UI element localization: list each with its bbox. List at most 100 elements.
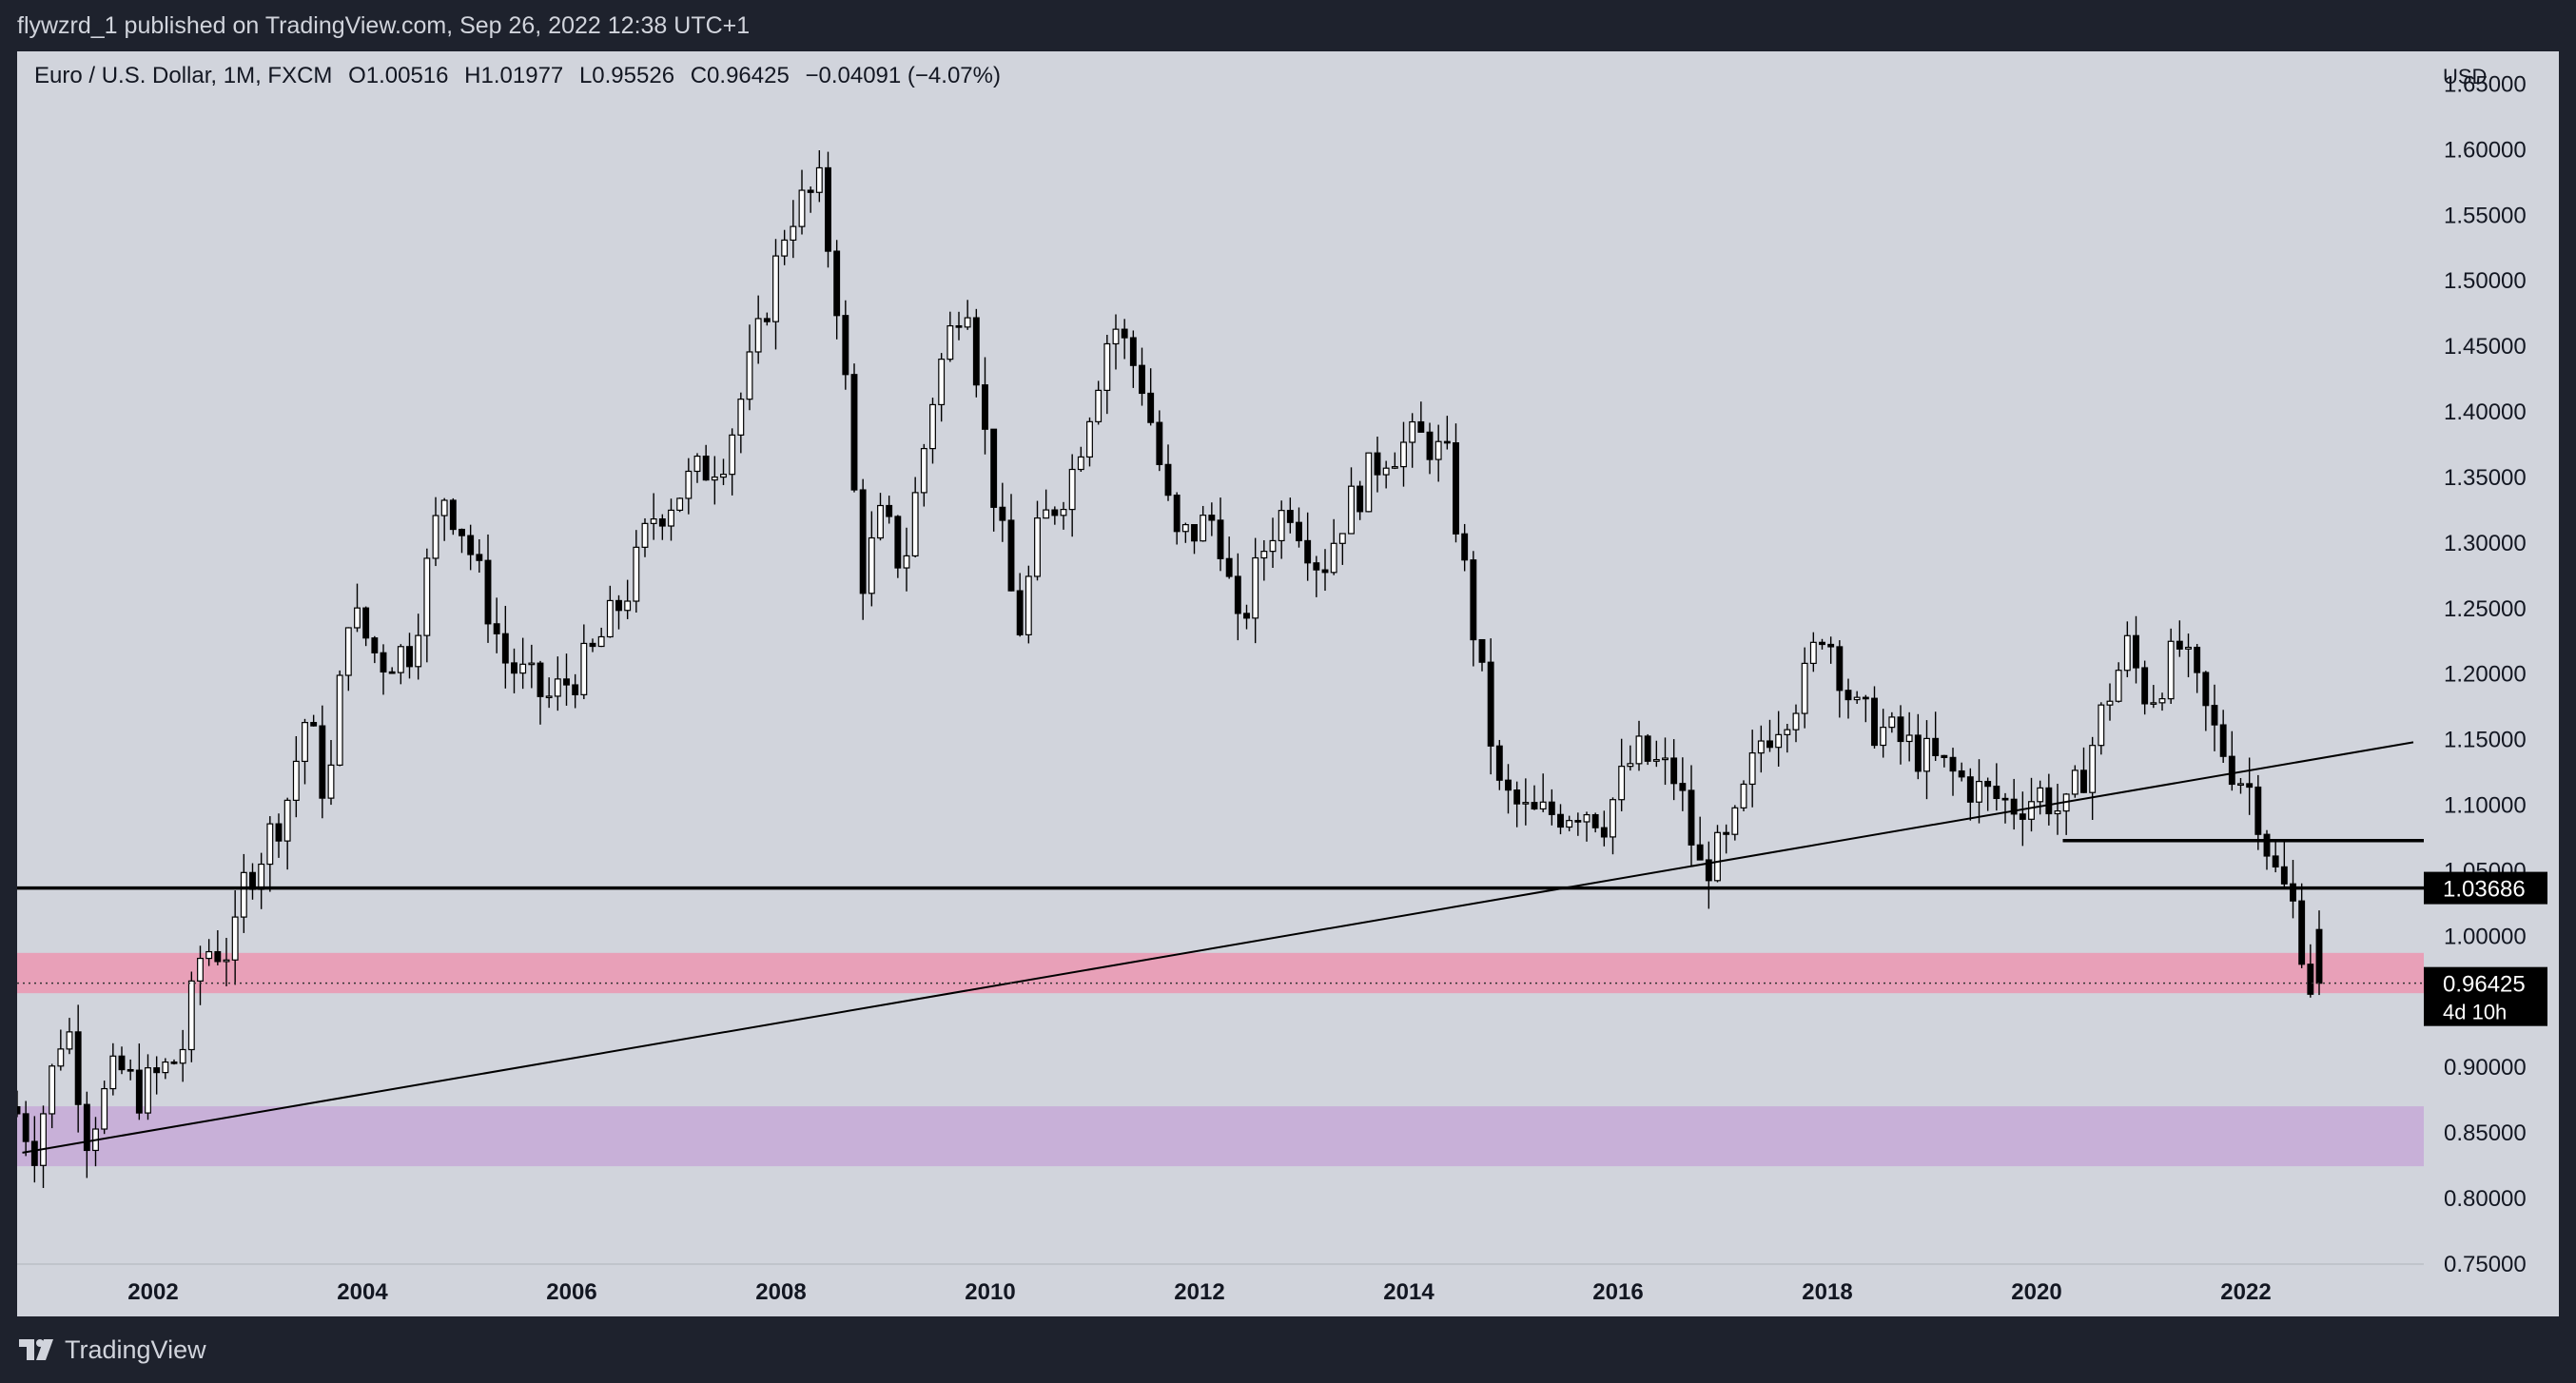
candle-body [850, 374, 858, 491]
time-scale-bg[interactable] [17, 1264, 2424, 1316]
candle-body [1748, 752, 1756, 786]
current-price-text: 0.96425 [2443, 972, 2526, 998]
candle-body [484, 559, 492, 625]
candle-body [554, 678, 561, 697]
candle-body [1853, 696, 1861, 701]
candle-body [1740, 783, 1747, 808]
candle-body [1923, 737, 1930, 772]
candle-body [1696, 844, 1704, 861]
candle-body [145, 1067, 151, 1114]
candle-body [1338, 533, 1346, 544]
candle-body [1819, 641, 1825, 646]
candle-body [1225, 557, 1233, 577]
candle-body [1095, 389, 1103, 422]
candle-body [1827, 643, 1835, 648]
ohlc-high: H1.01977 [464, 63, 564, 88]
candle-body [118, 1055, 126, 1071]
candle-body [1426, 431, 1434, 460]
candle-body [1627, 763, 1634, 768]
candles-layer [17, 149, 2323, 1188]
candle-body [2098, 704, 2105, 747]
candle-body [1757, 740, 1765, 754]
candle-body [2080, 769, 2087, 793]
level-price-badge [2424, 871, 2547, 905]
candle-body [1382, 467, 1390, 476]
candle-body [266, 823, 274, 866]
candle-body [641, 522, 649, 548]
candle-body [1652, 759, 1660, 762]
publish-line: flywzrd_1 published on TradingView.com, … [17, 12, 751, 39]
candle-body [658, 517, 666, 527]
candle-body [798, 189, 806, 227]
candle-body [903, 555, 910, 569]
candle-body [2010, 798, 2018, 815]
y-tick-label: 1.10000 [2444, 793, 2527, 819]
candle-body [1792, 712, 1800, 730]
candle-body [676, 497, 684, 512]
candle-body [1043, 509, 1050, 519]
candle-body [2150, 702, 2157, 705]
candle-body [1243, 613, 1250, 619]
candle-body [1269, 539, 1277, 553]
candle-body [1688, 789, 1695, 846]
candle-body [1296, 521, 1302, 542]
candle-body [1766, 740, 1773, 749]
candle-body [737, 399, 745, 436]
ohlc-open: O1.00516 [348, 63, 449, 88]
candle-body [868, 536, 875, 594]
candle-body [1208, 515, 1216, 521]
candle-body [1505, 779, 1512, 791]
candle-body [545, 695, 553, 699]
demand-zone [17, 1106, 2425, 1167]
candle-body [57, 1048, 65, 1067]
candle-body [929, 403, 936, 450]
candle-body [1966, 776, 1974, 803]
candle-body [380, 652, 387, 673]
candle-body [1714, 831, 1721, 882]
y-tick-label: 1.30000 [2444, 531, 2527, 556]
candle-body [476, 554, 483, 561]
candle-body [1016, 590, 1024, 635]
candle-body [606, 599, 614, 638]
candle-body [22, 1113, 29, 1142]
candle-body [1539, 801, 1547, 810]
tradingview-logo-icon[interactable] [19, 1339, 57, 1360]
y-tick-label: 0.85000 [2444, 1120, 2527, 1146]
candle-body [790, 225, 797, 242]
candle-body [2219, 724, 2227, 757]
candle-body [83, 1103, 90, 1152]
candle-body [1068, 468, 1076, 511]
candle-body [2167, 640, 2175, 700]
candle-body [17, 1105, 21, 1115]
candle-body [1453, 442, 1459, 535]
candle-body [223, 959, 230, 963]
y-tick-label: 1.00000 [2444, 924, 2527, 949]
candle-body [2272, 855, 2279, 868]
symbol-legend: Euro / U.S. Dollar, 1M, FXCM O1.00516 H1… [34, 63, 1010, 89]
currency-label: USD [2443, 65, 2487, 88]
brand-name[interactable]: TradingView [65, 1334, 206, 1364]
candle-body [1470, 559, 1477, 641]
candle-body [1522, 802, 1530, 805]
candle-body [2237, 783, 2244, 787]
symbol-name[interactable]: Euro / U.S. Dollar, 1M, FXCM [34, 63, 333, 88]
candle-body [2280, 866, 2288, 885]
candle-body [2071, 769, 2078, 795]
candle-body [2194, 646, 2201, 673]
candle-body [982, 384, 988, 430]
candle-body [1417, 420, 1425, 433]
candle-body [1513, 789, 1521, 805]
candle-body [1914, 734, 1922, 772]
candle-body [938, 359, 946, 406]
candle-body [920, 448, 927, 494]
candle-body [1121, 328, 1128, 339]
candle-body [336, 674, 343, 766]
candle-body [1356, 485, 1364, 513]
price-scale-bg[interactable] [2424, 51, 2559, 1316]
price-chart[interactable]: 1.65000 1.60000 1.55000 1.50000 1.45000 1.400… [17, 51, 2559, 1316]
candle-body [371, 637, 379, 653]
candle-body [1583, 813, 1590, 823]
chart-frame[interactable]: 1.65000 1.60000 1.55000 1.50000 1.45000 1.400… [17, 51, 2559, 1316]
candle-body [1191, 523, 1198, 542]
candle-body [153, 1067, 161, 1074]
